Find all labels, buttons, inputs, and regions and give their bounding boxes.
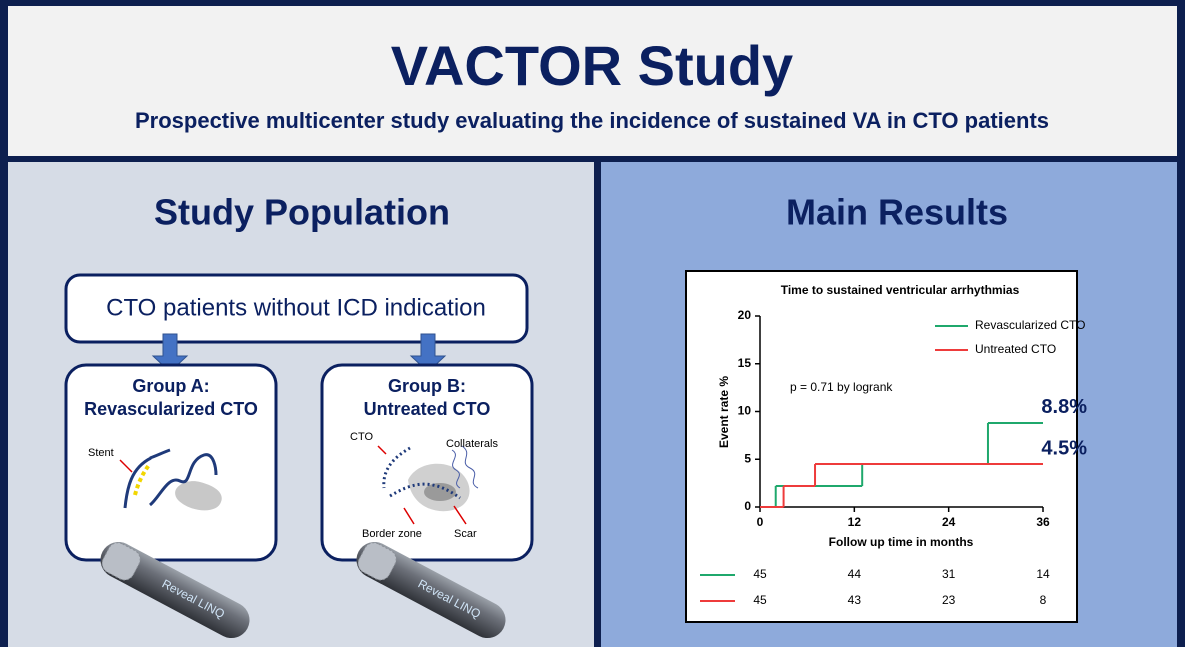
population-box [64,273,529,344]
annotation: Stent [88,447,114,459]
annotation: p = 0.71 by logrank [790,380,893,394]
at-risk: 8 [1040,593,1047,607]
at-risk: 45 [753,567,767,581]
x-tick-label: 24 [942,515,956,529]
legend-label: Revascularized CTO [975,318,1085,332]
at-risk: 23 [942,593,956,607]
x-tick-label: 12 [848,515,862,529]
pointer [119,459,133,473]
value-label: 8.8% [1041,396,1087,418]
group-name: Revascularized CTO [84,399,258,419]
group-label: Group B: [388,376,466,396]
device: Reveal LINQ [356,541,506,639]
heart-tissue [175,481,222,511]
scar [424,483,456,501]
vessel [148,453,218,507]
stent [133,463,151,496]
y-tick-label: 15 [738,356,752,370]
annotation: CTO [350,431,373,443]
y-tick-label: 5 [744,451,751,465]
population-text: CTO patients without ICD indication [106,294,486,321]
y-tick-label: 10 [738,404,752,418]
device-cap [357,542,397,581]
y-tick-label: 0 [744,499,751,513]
chart-title: Time to sustained ventricular arrhythmia… [781,283,1020,297]
header-band [8,6,1177,156]
collaterals [451,445,479,489]
panel-title: Main Results [786,192,1008,233]
annotation: Scar [454,528,477,540]
y-tick-label: 20 [738,308,752,322]
group-name: Untreated CTO [364,399,491,419]
panel-title: Study Population [154,192,450,233]
occluded-vessel [382,446,461,500]
at-risk: 45 [753,593,767,607]
pointer [377,445,467,525]
value-label: 4.5% [1041,437,1087,459]
group-box [320,363,534,562]
group-label: Group A: [132,376,209,396]
legend-label: Untreated CTO [975,342,1056,356]
at-risk: 31 [942,567,956,581]
x-tick-label: 36 [1036,515,1050,529]
subtitle: Prospective multicenter study evaluating… [135,108,1049,133]
title: VACTOR Study [391,34,793,97]
at-risk: 44 [848,567,862,581]
annotation: Collaterals [446,438,498,450]
annotation: Border zone [362,528,422,540]
x-tick-label: 0 [757,515,764,529]
at-risk: 14 [1036,567,1050,581]
vessel [123,448,171,509]
x-axis-label: Follow up time in months [829,535,974,549]
at-risk: 43 [848,593,862,607]
y-axis-label: Event rate % [717,376,731,448]
chart-box [685,270,1078,623]
device-cap [101,542,141,581]
group-box [64,363,278,562]
